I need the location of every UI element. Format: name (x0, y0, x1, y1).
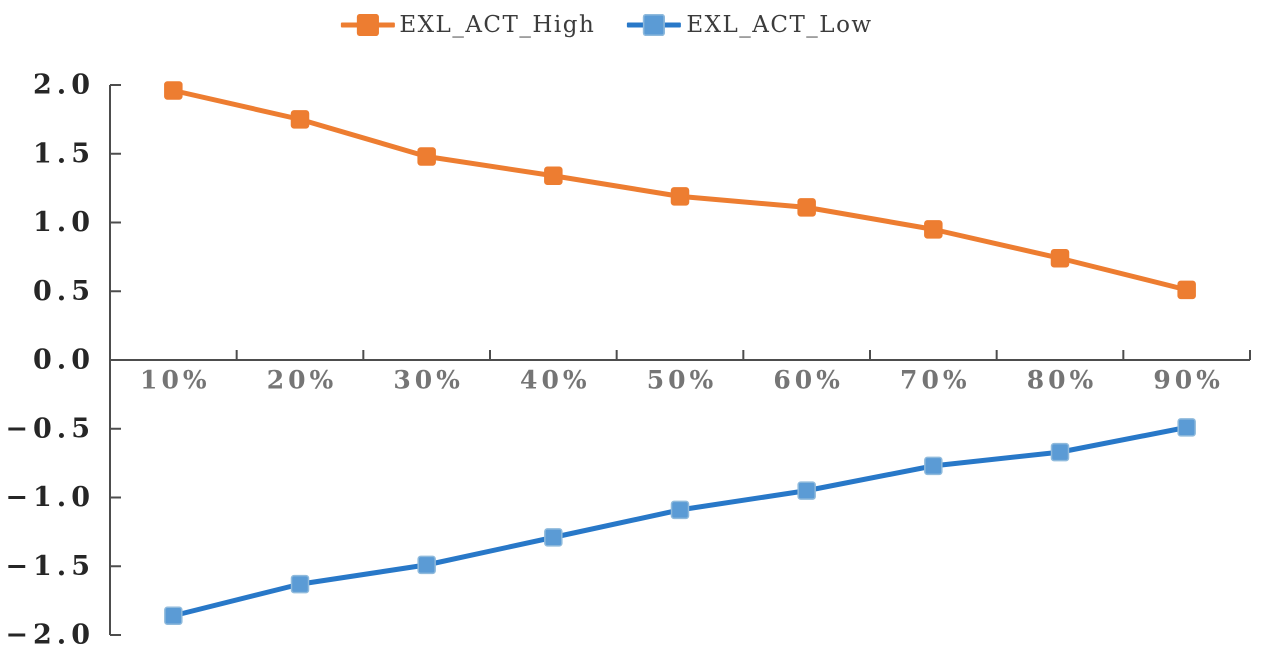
data-point-marker-exl_act_high (544, 166, 563, 185)
legend-square-high-icon (356, 14, 379, 36)
data-point-marker-exl_act_low (290, 574, 310, 594)
x-tick-label: 20% (267, 365, 338, 394)
data-point-marker-exl_act_low (1050, 442, 1070, 462)
y-tick-label: 0.5 (33, 276, 95, 307)
y-tick-label: 1.5 (33, 138, 95, 169)
y-tick-label: 2.0 (33, 70, 95, 101)
data-point-marker-exl_act_low (544, 528, 563, 547)
legend-marker-high-icon (340, 13, 395, 37)
x-tick-label: 50% (647, 365, 718, 394)
data-point-marker-exl_act_low (1177, 418, 1196, 437)
legend-marker-low-icon (627, 13, 682, 37)
legend-item-exl-act-high: EXL_ACT_High (340, 12, 595, 38)
series-line-exl_act_low (170, 424, 1190, 619)
data-point-marker-exl_act_low (164, 606, 183, 625)
x-tick-label: 90% (1153, 365, 1224, 394)
data-point-marker-exl_act_low (797, 481, 816, 500)
data-point-marker-exl_act_high (164, 81, 183, 100)
y-tick-label: −1.5 (5, 551, 95, 582)
x-tick-label: 80% (1027, 365, 1098, 394)
x-tick-label: 10% (140, 365, 211, 394)
x-tick-label: 70% (900, 365, 971, 394)
legend-label-high: EXL_ACT_High (399, 12, 596, 38)
data-point-marker-exl_act_high (797, 198, 816, 217)
legend-label-low: EXL_ACT_Low (686, 12, 873, 38)
data-point-marker-exl_act_low (670, 500, 690, 520)
data-point-marker-exl_act_high (417, 147, 436, 166)
legend: EXL_ACT_High EXL_ACT_Low (340, 12, 872, 38)
legend-square-low-icon (643, 14, 666, 36)
x-tick-label: 30% (393, 365, 464, 394)
data-point-marker-exl_act_high (924, 220, 943, 239)
data-point-marker-exl_act_high (290, 110, 310, 129)
legend-item-exl-act-low: EXL_ACT_Low (627, 12, 872, 38)
y-tick-label: −0.5 (5, 413, 95, 444)
y-tick-label: −2.0 (5, 620, 95, 651)
data-point-marker-exl_act_low (924, 456, 943, 476)
x-tick-label: 40% (520, 365, 591, 394)
y-tick-label: 1.0 (33, 207, 95, 238)
data-point-marker-exl_act_low (417, 555, 436, 575)
y-tick-label: 0.0 (33, 345, 95, 376)
data-point-marker-exl_act_high (670, 187, 690, 206)
x-tick-label: 60% (773, 365, 844, 394)
y-tick-label: −1.0 (5, 482, 95, 513)
data-point-marker-exl_act_high (1050, 249, 1070, 268)
data-point-marker-exl_act_high (1177, 280, 1196, 300)
